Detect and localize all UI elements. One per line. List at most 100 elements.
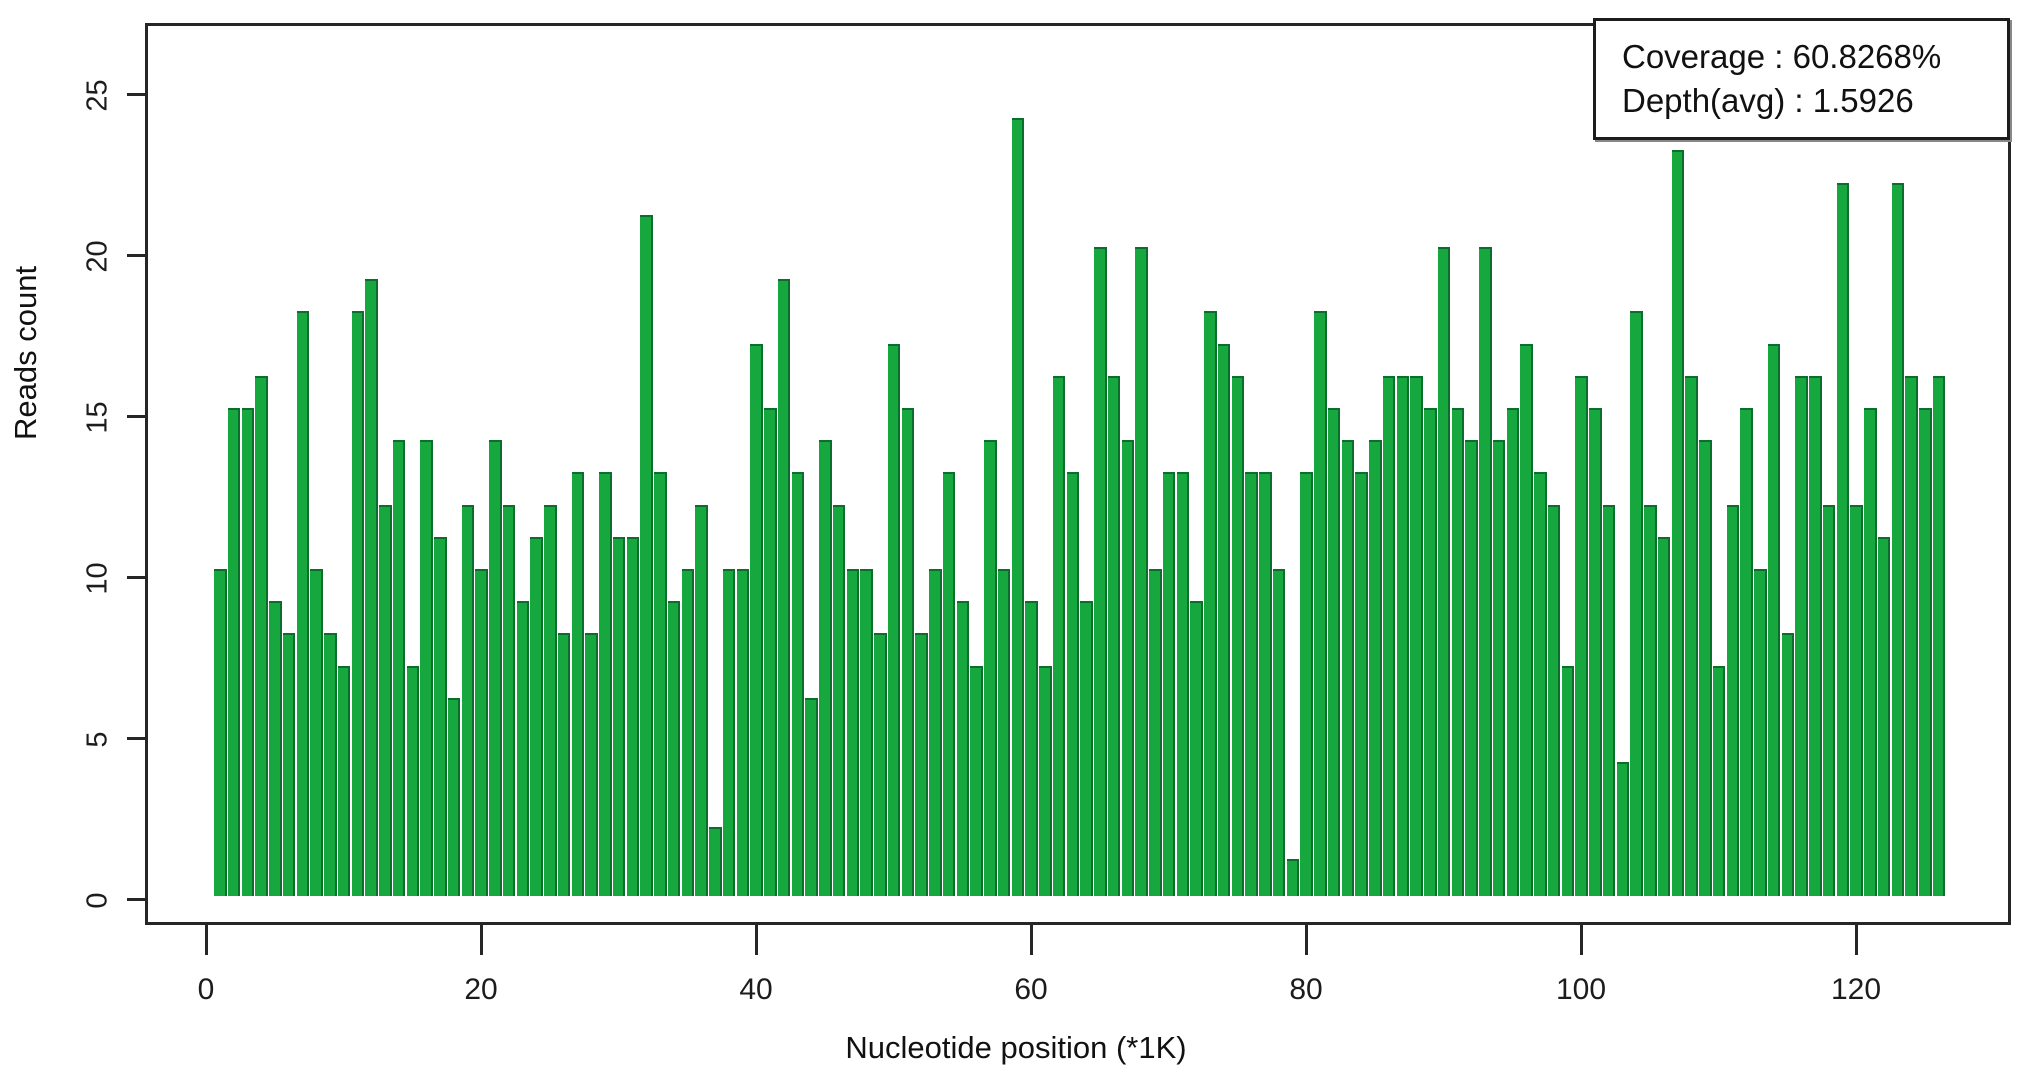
histogram-bar: [1190, 601, 1203, 896]
histogram-bar: [1231, 375, 1245, 896]
histogram-bar: [1534, 472, 1547, 896]
histogram-bar: [1451, 408, 1465, 896]
histogram-bar: [1767, 343, 1781, 896]
histogram-bar: [846, 569, 860, 896]
histogram-bar: [984, 440, 997, 896]
y-axis-tick: [127, 737, 145, 740]
histogram-bar: [1121, 440, 1135, 896]
histogram-bar: [1589, 408, 1602, 896]
histogram-bar: [1149, 569, 1162, 896]
y-axis-tick: [127, 415, 145, 418]
histogram-bar: [1272, 569, 1286, 896]
histogram-bar: [1286, 858, 1300, 896]
x-axis-tick: [204, 925, 208, 955]
y-axis-tick-label: 15: [81, 401, 114, 434]
histogram-bar: [874, 633, 887, 896]
legend-coverage: Coverage : 60.8268%: [1622, 38, 1942, 75]
y-axis-tick: [127, 576, 145, 579]
histogram-bar: [406, 665, 420, 896]
histogram-bar: [997, 569, 1011, 896]
histogram-bar: [1245, 472, 1258, 896]
histogram-bar: [901, 408, 915, 896]
histogram-bar: [1217, 343, 1231, 896]
histogram-bar: [1905, 375, 1918, 896]
y-axis-tick-label: 20: [81, 240, 114, 273]
x-axis-tick: [1304, 925, 1308, 955]
histogram-bar: [1011, 118, 1025, 896]
histogram-bar: [1809, 375, 1822, 896]
x-axis-tick-label: 60: [1014, 973, 1048, 1006]
x-axis-title: Nucleotide position (*1K): [845, 1030, 1187, 1065]
histogram-bar: [1657, 536, 1671, 896]
histogram-bar: [1369, 440, 1382, 896]
histogram-bar: [709, 826, 722, 896]
histogram-bar: [447, 697, 461, 896]
histogram-bar: [461, 504, 475, 896]
histogram-bar: [887, 343, 901, 896]
histogram-bar: [434, 536, 447, 896]
histogram-bar: [1341, 440, 1355, 896]
histogram-bar: [942, 472, 956, 896]
histogram-bar: [970, 665, 983, 896]
histogram-bar: [832, 504, 846, 896]
histogram-bar: [599, 472, 612, 896]
histogram-bar: [557, 633, 571, 896]
x-axis-tick-label: 80: [1289, 973, 1323, 1006]
histogram-bar: [1932, 375, 1946, 896]
histogram-bar: [1410, 375, 1423, 896]
histogram-bar: [516, 601, 530, 896]
histogram-bar: [337, 665, 351, 896]
y-axis-tick: [127, 898, 145, 901]
histogram-bar: [530, 536, 543, 896]
y-axis-tick-label: 0: [81, 892, 114, 909]
histogram-bar: [379, 504, 392, 896]
histogram-bar: [255, 375, 268, 896]
histogram-bar: [1726, 504, 1740, 896]
histogram-bar: [750, 343, 763, 896]
histogram-bar: [1135, 247, 1148, 896]
histogram-bar: [1314, 311, 1327, 896]
histogram-bar: [1547, 504, 1561, 896]
histogram-bar: [324, 633, 337, 896]
histogram-bar: [626, 536, 640, 896]
histogram-bar: [1877, 536, 1891, 896]
histogram-bar: [1382, 375, 1396, 896]
histogram-bar: [1671, 150, 1685, 896]
histogram-bar: [502, 504, 516, 896]
histogram-bar: [214, 569, 227, 896]
histogram-bar: [640, 214, 653, 896]
histogram-bar: [1822, 504, 1836, 896]
histogram-bar: [1437, 247, 1451, 896]
histogram-bar: [1479, 247, 1492, 896]
histogram-bar: [1162, 472, 1176, 896]
histogram-bar: [420, 440, 433, 896]
histogram-bar: [571, 472, 585, 896]
histogram-bar: [1300, 472, 1313, 896]
histogram-bar: [1396, 375, 1410, 896]
histogram-bar: [1891, 182, 1905, 896]
histogram-bar: [1520, 343, 1533, 896]
histogram-bar: [1644, 504, 1657, 896]
x-axis-tick: [754, 925, 758, 955]
histogram-bar: [351, 311, 365, 896]
histogram-bar: [1176, 472, 1190, 896]
histogram-bar: [681, 569, 695, 896]
histogram-bar: [1025, 601, 1038, 896]
histogram-bar: [654, 472, 667, 896]
histogram-bar: [764, 408, 777, 896]
histogram-bar: [1561, 665, 1575, 896]
histogram-bar: [736, 569, 750, 896]
histogram-bar: [915, 633, 928, 896]
x-axis-tick: [1854, 925, 1858, 955]
histogram-bar: [1204, 311, 1217, 896]
histogram-bar: [695, 504, 708, 896]
histogram-bar: [310, 569, 323, 896]
histogram-bar: [1492, 440, 1506, 896]
histogram-bar: [1107, 375, 1121, 896]
histogram-bar: [282, 633, 296, 896]
histogram-bar: [1355, 472, 1368, 896]
x-axis-tick-label: 100: [1555, 973, 1607, 1006]
histogram-bar: [1919, 408, 1932, 896]
histogram-bar: [544, 504, 557, 896]
histogram-bar: [1850, 504, 1863, 896]
